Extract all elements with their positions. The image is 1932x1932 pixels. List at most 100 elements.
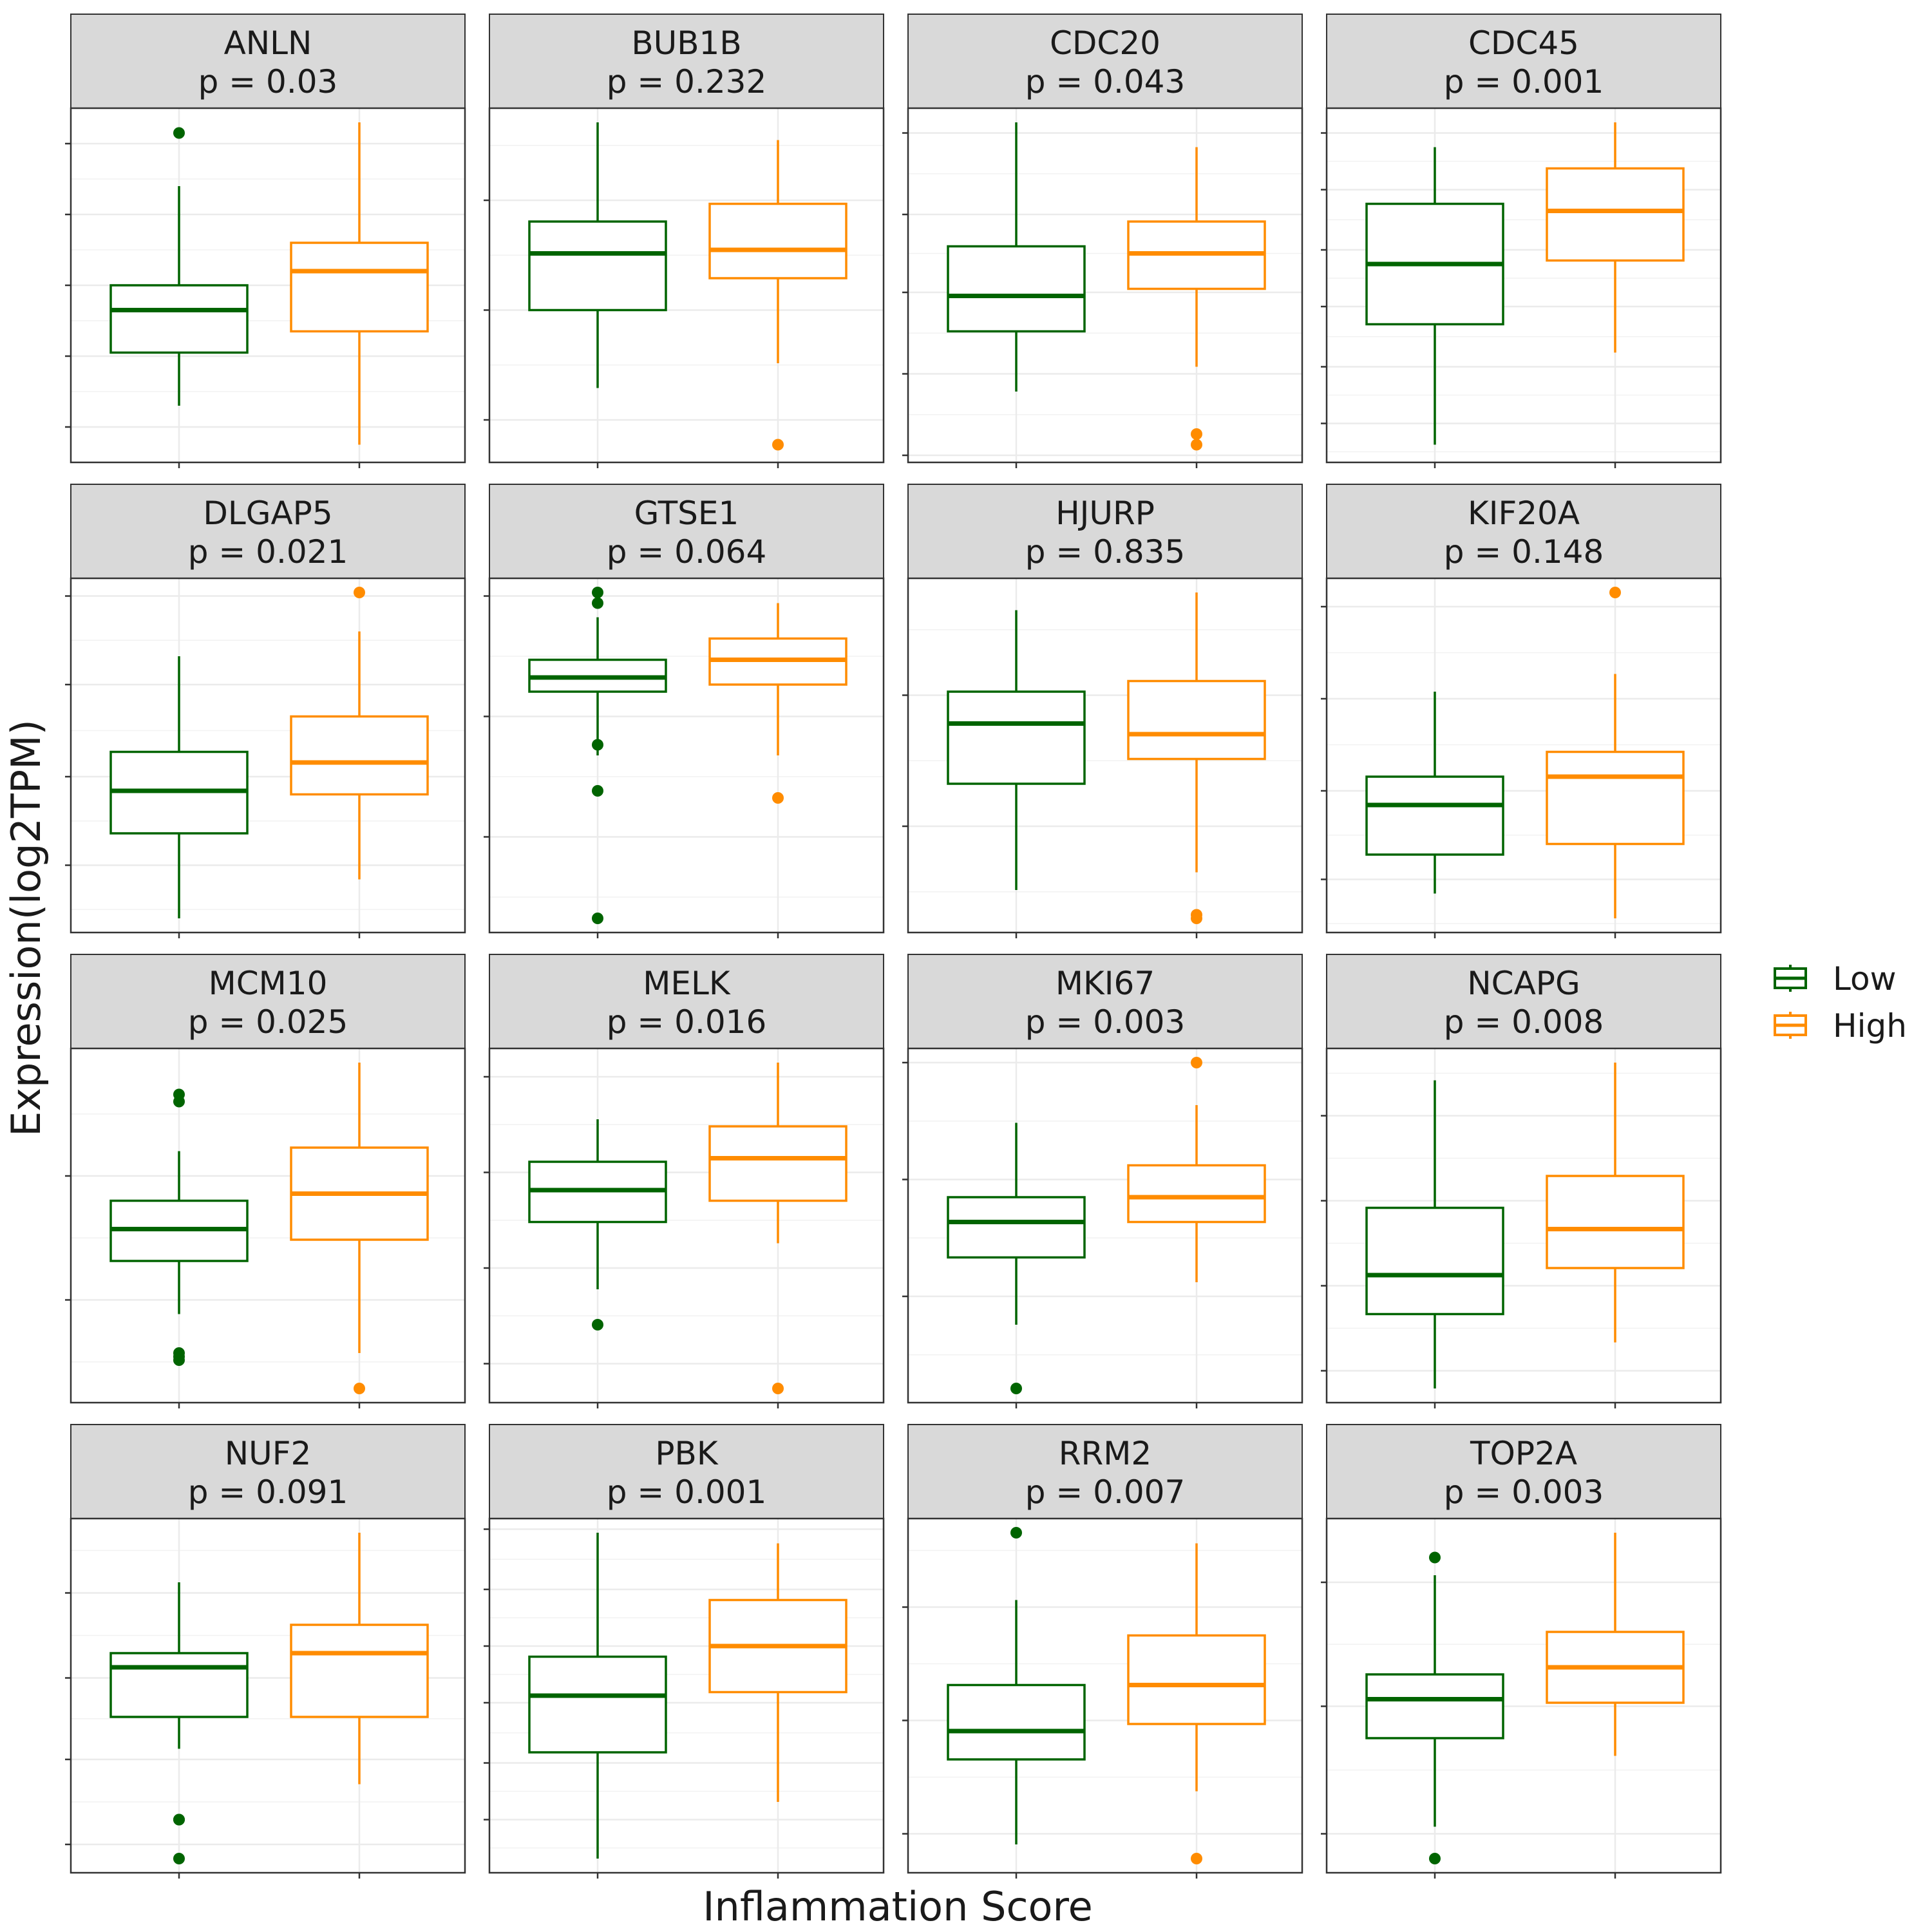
panel-title-gene: CDC45 [1468, 24, 1579, 62]
outlier-point [1191, 1853, 1202, 1864]
panel-title-gene: TOP2A [1470, 1435, 1577, 1472]
outlier-point [173, 1095, 185, 1108]
panel-border [488, 1047, 885, 1404]
box-high [290, 1533, 429, 1785]
outlier-point [1191, 913, 1202, 924]
panel-title-gene: GTSE1 [634, 495, 739, 532]
box-high [708, 1543, 848, 1802]
outlier-point [592, 913, 603, 924]
strip-background [489, 1424, 884, 1519]
box-high [1127, 1543, 1266, 1864]
strip-background [489, 14, 884, 109]
strip-background [70, 14, 466, 109]
panel-p-value: p = 0.016 [607, 1003, 767, 1041]
box-low [947, 1122, 1086, 1394]
outlier-point [772, 439, 784, 451]
box-iqr [1546, 167, 1685, 262]
panel-border [70, 1047, 466, 1404]
outlier-point [772, 792, 784, 804]
strip-background [1326, 954, 1721, 1049]
box-low [109, 127, 249, 406]
panel-title-gene: NCAPG [1467, 965, 1580, 1002]
strip-background [1326, 484, 1721, 579]
box-high [1127, 1057, 1266, 1282]
outlier-point [1191, 439, 1202, 451]
panel-p-value: p = 0.043 [1025, 63, 1186, 100]
box-iqr [290, 1624, 429, 1718]
box-low [109, 656, 249, 918]
box-high [1546, 587, 1685, 918]
panel-border [70, 1517, 466, 1874]
box-iqr [1365, 1206, 1504, 1316]
outlier-point [1609, 587, 1621, 598]
box-low [528, 587, 667, 924]
panel-p-value: p = 0.232 [607, 63, 767, 100]
box-high [1127, 147, 1266, 451]
panel-p-value: p = 0.091 [188, 1473, 348, 1511]
box-iqr [1365, 1673, 1504, 1739]
panel-border [907, 1047, 1303, 1404]
box-iqr [947, 1683, 1086, 1761]
box-high [1127, 592, 1266, 924]
box-low [528, 1119, 667, 1331]
panel-p-value: p = 0.835 [1025, 533, 1186, 571]
panel-border [907, 107, 1303, 464]
panel-border [488, 107, 885, 464]
box-low [1365, 1551, 1504, 1864]
panel-p-value: p = 0.003 [1025, 1003, 1186, 1041]
outlier-point [1010, 1527, 1022, 1539]
panel-border [907, 577, 1303, 934]
outlier-point [1429, 1551, 1441, 1564]
panel-title-gene: PBK [655, 1435, 718, 1472]
outlier-point [354, 1383, 365, 1394]
strip-background [907, 14, 1303, 109]
panel-border [488, 577, 885, 934]
box-iqr [947, 245, 1086, 333]
panel-title-gene: MCM10 [209, 965, 328, 1002]
strip-background [489, 954, 884, 1049]
outlier-point [592, 587, 603, 598]
outlier-point [173, 1354, 185, 1366]
box-iqr [1127, 1634, 1266, 1725]
outlier-point [592, 597, 603, 609]
panel-border [1325, 1047, 1722, 1404]
strip-background [1326, 1424, 1721, 1519]
panel-border [1325, 107, 1722, 464]
box-iqr [1127, 679, 1266, 761]
outlier-point [173, 1853, 185, 1864]
strip-background [907, 1424, 1303, 1519]
panel-title-gene: MKI67 [1056, 965, 1155, 1002]
box-iqr [1365, 775, 1504, 856]
panel-p-value: p = 0.064 [607, 533, 767, 571]
box-iqr [109, 1652, 249, 1718]
box-iqr [109, 284, 249, 354]
panel-p-value: p = 0.001 [1444, 63, 1604, 100]
outlier-point [592, 1319, 603, 1331]
box-high [708, 1063, 848, 1394]
strip-background [70, 484, 466, 579]
box-high [290, 1063, 429, 1394]
strip-background [489, 484, 884, 579]
panel-title-gene: ANLN [224, 24, 312, 62]
strip-background [907, 954, 1303, 1049]
outlier-point [1191, 1057, 1202, 1068]
box-iqr [708, 202, 848, 279]
box-iqr [290, 715, 429, 796]
box-low [109, 1088, 249, 1366]
box-low [1365, 147, 1504, 445]
